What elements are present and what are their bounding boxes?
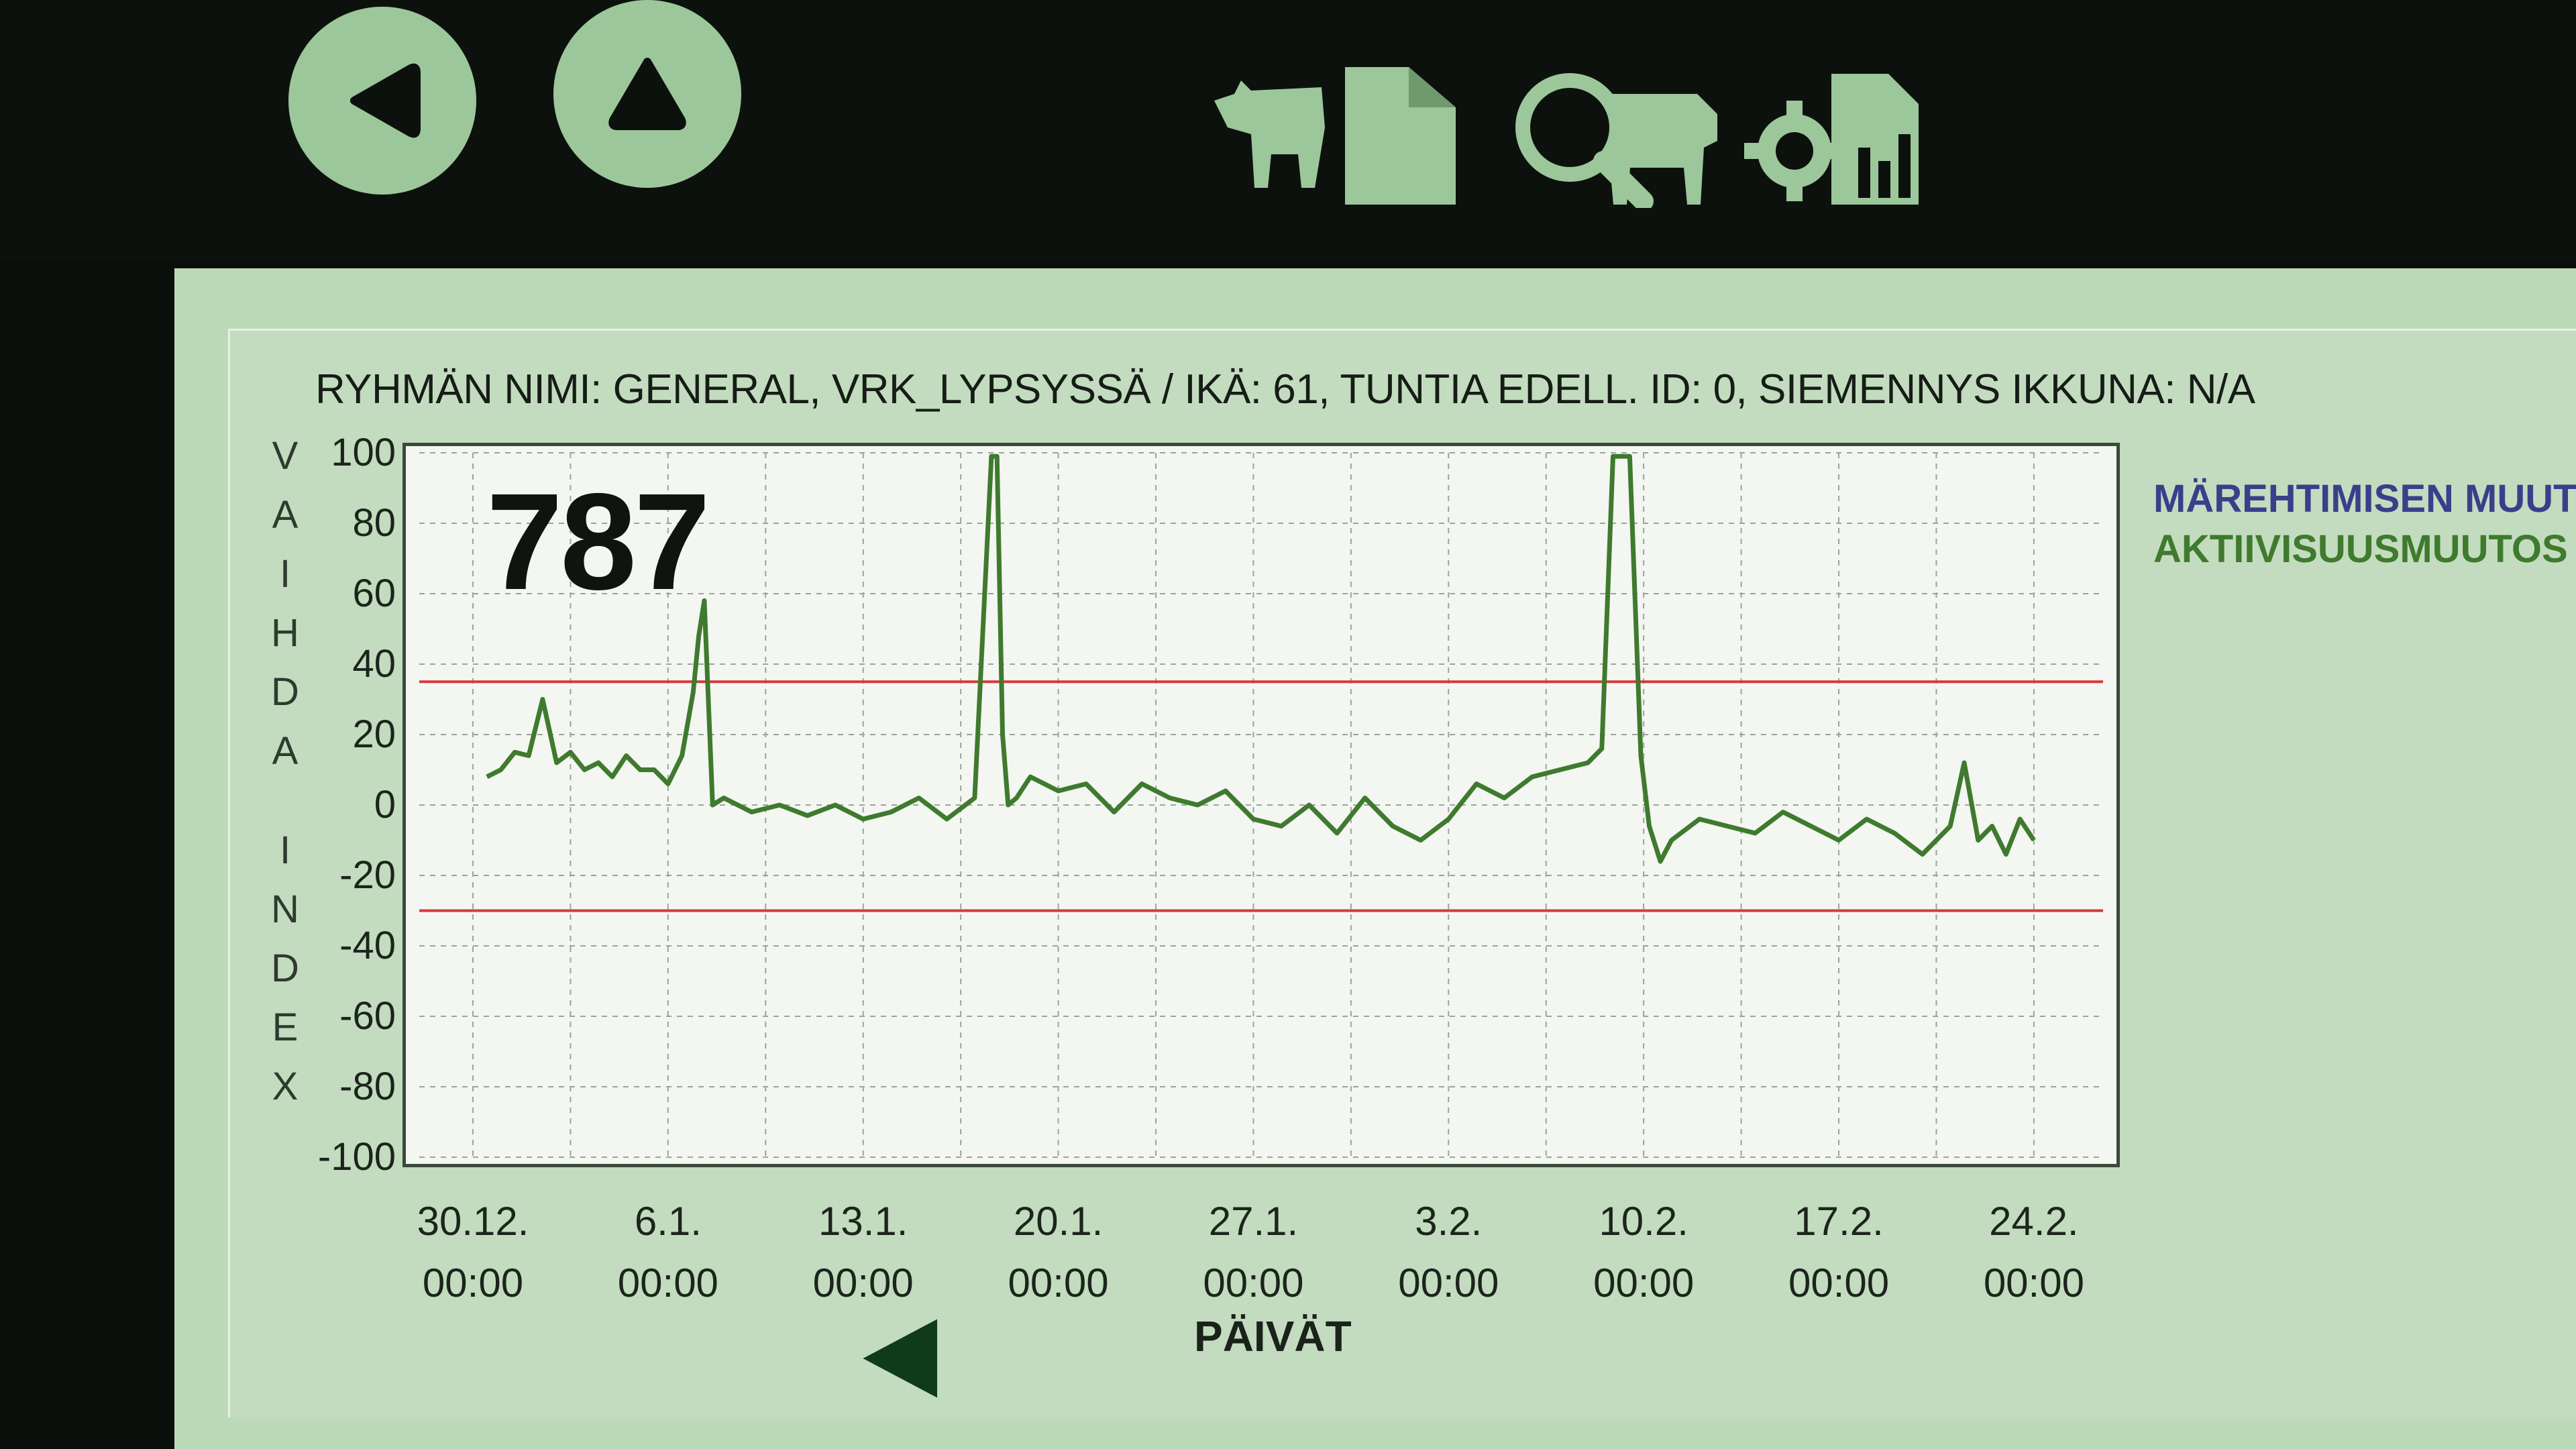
y-tick-label: -20 <box>339 853 396 897</box>
x-tick-date: 30.12. <box>417 1199 529 1244</box>
x-tick-label: 30.12. 00:00 <box>399 1191 547 1314</box>
toolbar <box>0 0 2576 262</box>
chart-plot-area[interactable] <box>402 443 2120 1167</box>
x-tick-date: 13.1. <box>818 1199 908 1244</box>
x-tick-date: 10.2. <box>1599 1199 1688 1244</box>
x-tick-label: 13.1. 00:00 <box>790 1191 937 1314</box>
x-tick-label: 27.1. 00:00 <box>1179 1191 1327 1314</box>
group-info-header: RYHMÄN NIMI: GENERAL, VRK_LYPSYSSÄ / IKÄ… <box>315 366 2255 413</box>
cow-document-icon <box>1214 67 1456 205</box>
series-line-activity <box>486 453 2036 864</box>
x-tick-time: 00:00 <box>1398 1260 1499 1305</box>
cow-document-button[interactable] <box>1208 54 1462 208</box>
x-tick-label: 6.1. 00:00 <box>594 1191 742 1314</box>
left-arrow-icon <box>863 1319 937 1398</box>
back-arrow-icon <box>350 63 421 138</box>
y-tick-label: -80 <box>339 1065 396 1108</box>
y-tick-label: 40 <box>352 642 396 686</box>
y-tick-label: 60 <box>352 572 396 615</box>
x-tick-time: 00:00 <box>1008 1260 1109 1305</box>
up-button[interactable] <box>553 0 741 188</box>
x-tick-date: 24.2. <box>1989 1199 2079 1244</box>
up-arrow-icon <box>608 58 686 130</box>
y-tick-label: -60 <box>339 994 396 1038</box>
animal-number: 787 <box>486 465 710 619</box>
scroll-left-button[interactable] <box>859 1315 946 1405</box>
x-tick-label: 10.2. 00:00 <box>1570 1191 1717 1314</box>
x-tick-time: 00:00 <box>422 1260 524 1305</box>
search-cow-button[interactable] <box>1496 67 1724 208</box>
x-tick-time: 00:00 <box>1983 1260 2084 1305</box>
y-tick-label: 80 <box>352 501 396 545</box>
x-tick-time: 00:00 <box>1788 1260 1890 1305</box>
x-tick-date: 17.2. <box>1794 1199 1884 1244</box>
y-tick-label: 100 <box>331 431 396 474</box>
settings-chart-button[interactable] <box>1744 67 1925 208</box>
x-tick-label: 3.2. 00:00 <box>1375 1191 1522 1314</box>
activity-chart <box>419 452 2103 1158</box>
settings-chart-icon <box>1744 74 1919 205</box>
x-tick-label: 24.2. 00:00 <box>1960 1191 2108 1314</box>
x-tick-date: 6.1. <box>634 1199 702 1244</box>
y-tick-label: -100 <box>317 1135 396 1179</box>
x-tick-time: 00:00 <box>1203 1260 1304 1305</box>
y-tick-label: 0 <box>374 783 396 826</box>
x-tick-date: 20.1. <box>1013 1199 1104 1244</box>
x-tick-time: 00:00 <box>1593 1260 1695 1305</box>
x-tick-date: 3.2. <box>1415 1199 1483 1244</box>
x-tick-label: 17.2. 00:00 <box>1765 1191 1913 1314</box>
legend-activity: AKTIIVISUUSMUUTOS <box>2153 527 2568 571</box>
y-tick-label: -40 <box>339 924 396 967</box>
y-tick-label: 20 <box>352 712 396 756</box>
x-tick-time: 00:00 <box>812 1260 914 1305</box>
x-tick-label: 20.1. 00:00 <box>985 1191 1132 1314</box>
x-axis-label: PÄIVÄT <box>1194 1312 1352 1360</box>
legend-rumination: MÄREHTIMISEN MUUT <box>2153 477 2576 521</box>
x-tick-date: 27.1. <box>1208 1199 1299 1244</box>
x-tick-time: 00:00 <box>617 1260 718 1305</box>
back-button[interactable] <box>288 7 476 195</box>
search-cow-icon <box>1515 73 1717 208</box>
